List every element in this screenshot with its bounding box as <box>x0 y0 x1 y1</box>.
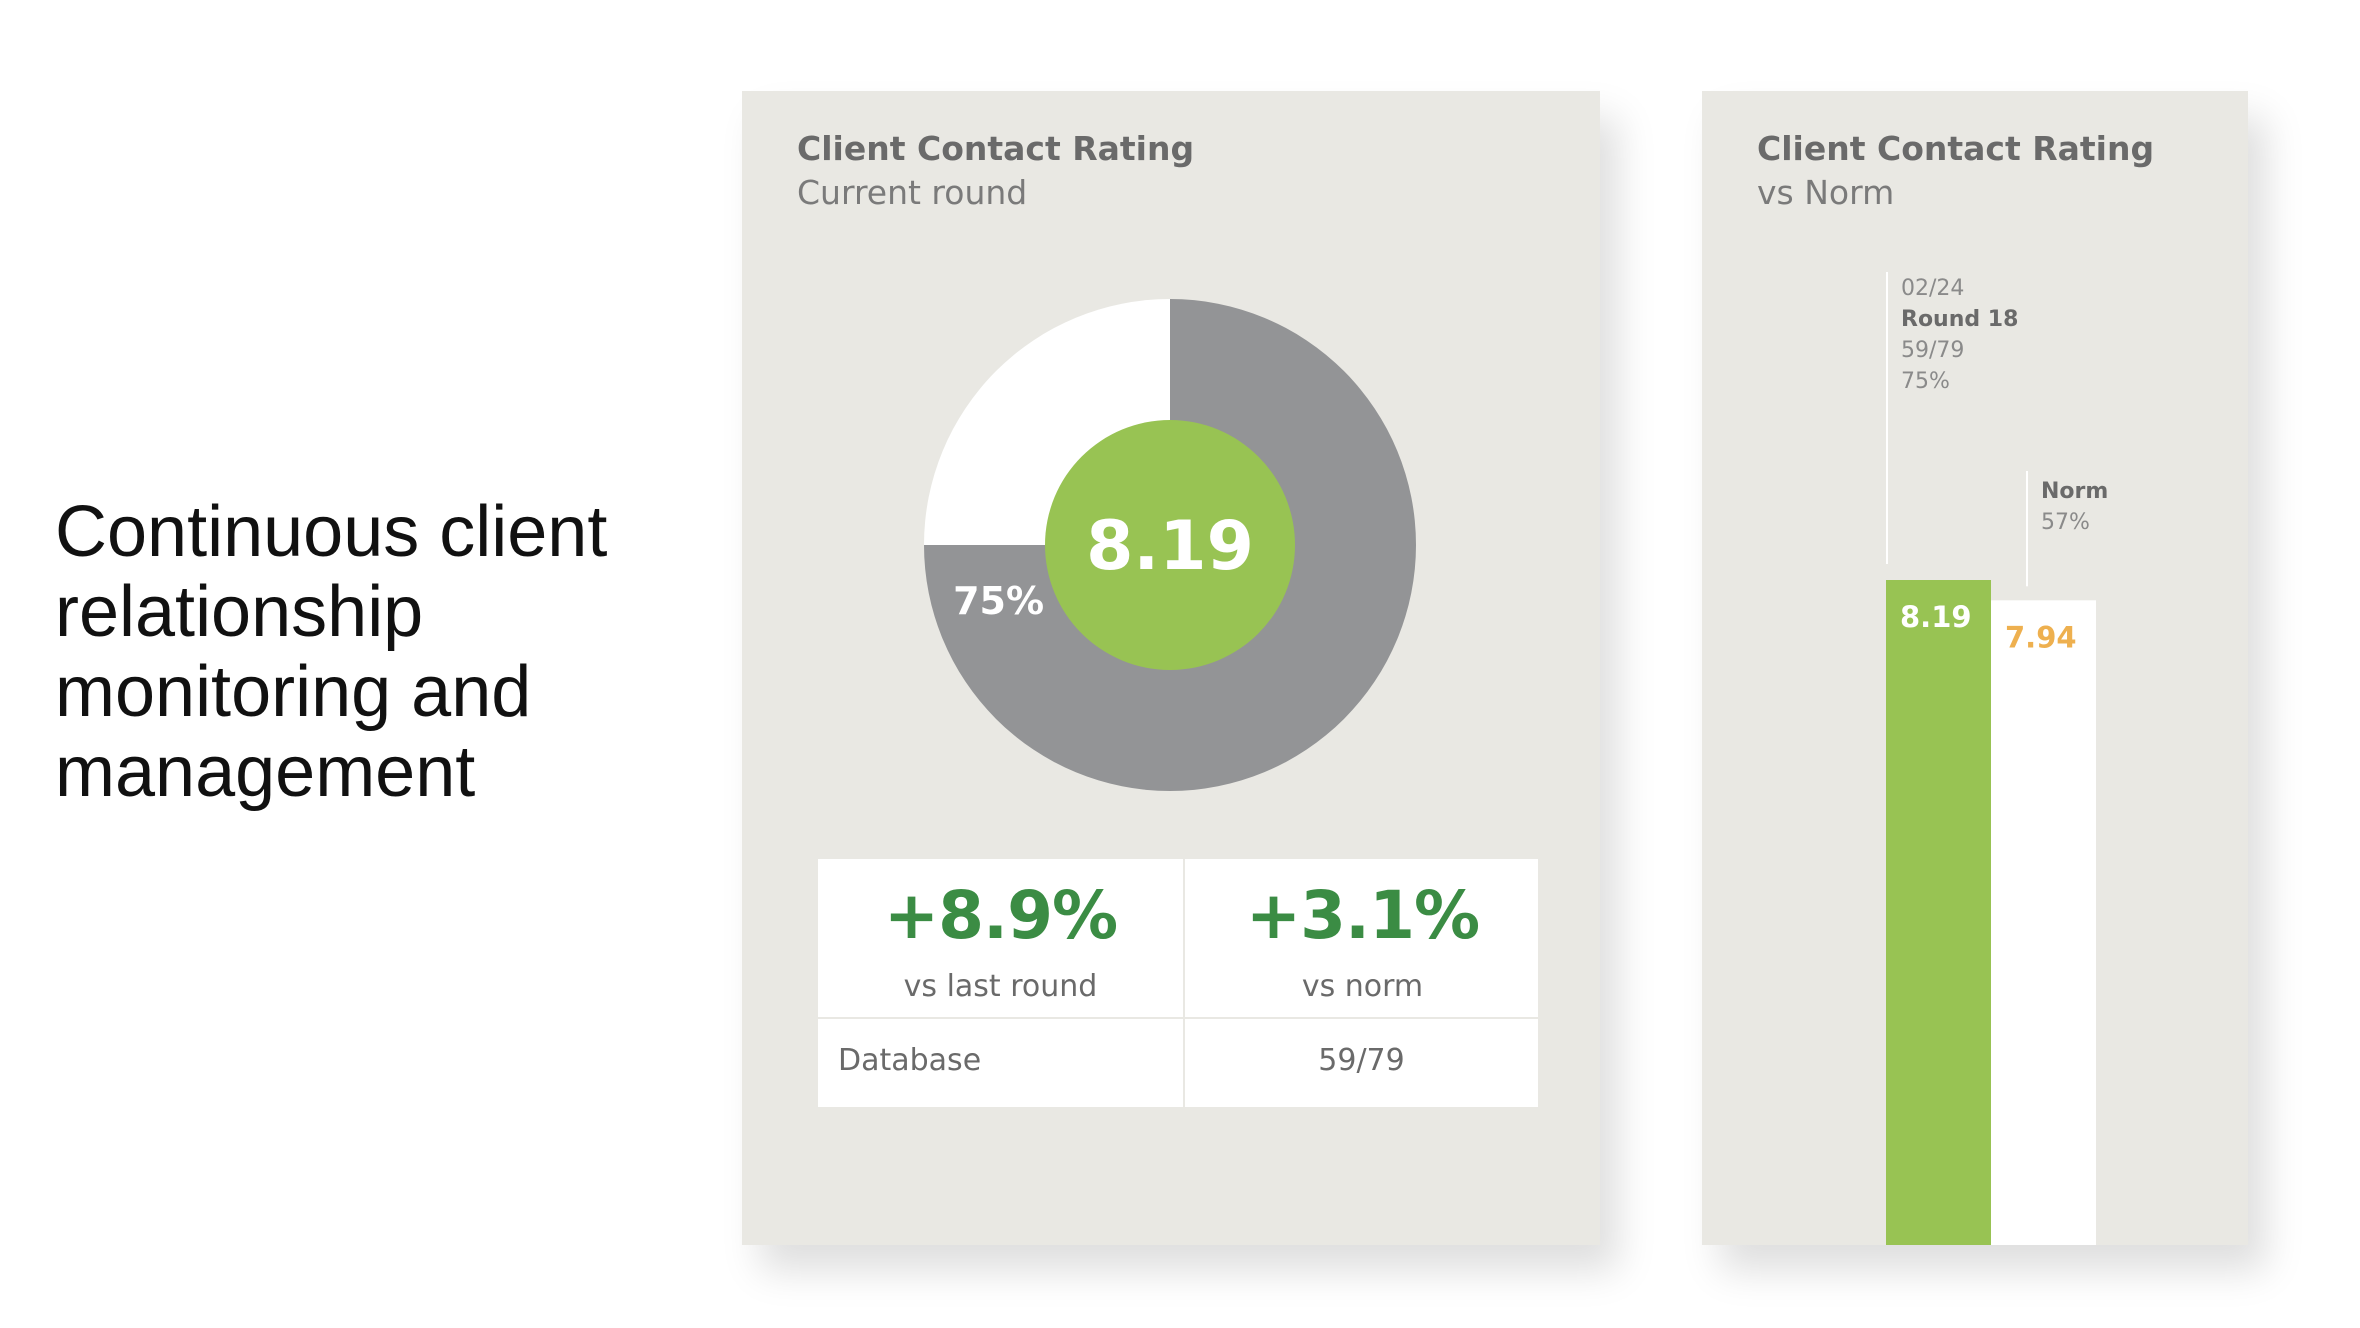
norm-percent-label: 57% <box>2041 510 2090 535</box>
round-percent-label: 75% <box>1901 369 1950 394</box>
database-value: 59/79 <box>1318 1043 1405 1078</box>
bar-chart: 8.19 7.94 02/24 Round 18 59/79 75% Norm … <box>1886 272 2108 1245</box>
donut-slice-label: 75% <box>953 579 1044 623</box>
round-number-label: Round 18 <box>1901 307 2018 332</box>
round-date-label: 02/24 <box>1901 276 1964 301</box>
donut-chart-title: Client Contact Rating <box>797 129 1195 168</box>
stats-table: +8.9% vs last round +3.1% vs norm Databa… <box>818 859 1538 1107</box>
donut-center-value: 8.19 <box>1086 507 1254 586</box>
bar-norm <box>1991 600 2096 1245</box>
stats-divider-vertical <box>1183 859 1185 1107</box>
bar-chart-subtitle: vs Norm <box>1757 173 1895 212</box>
current-round-panel: Client Contact Rating Current round 8.19… <box>742 91 1600 1245</box>
donut-center-circle <box>1045 420 1295 670</box>
vs-norm-label: vs norm <box>1301 969 1424 1004</box>
donut-chart: 8.19 75% <box>924 299 1416 791</box>
database-label: Database <box>838 1043 982 1078</box>
donut-chart-subtitle: Current round <box>797 173 1028 212</box>
stats-divider-horizontal <box>818 1017 1538 1019</box>
bar-value-label-norm: 7.94 <box>2005 620 2077 654</box>
vs-last-round-label: vs last round <box>903 969 1098 1004</box>
bar-value-label-current: 8.19 <box>1900 600 1972 634</box>
headline: Continuous client relationship monitorin… <box>55 492 608 812</box>
vs-last-round-value: +8.9% <box>883 877 1118 954</box>
vs-norm-panel: Client Contact Rating vs Norm 8.19 7.94 … <box>1702 91 2248 1245</box>
vs-norm-value: +3.1% <box>1245 877 1480 954</box>
bar-current-round <box>1886 580 1991 1245</box>
bar-chart-title: Client Contact Rating <box>1757 129 2155 168</box>
round-database-label: 59/79 <box>1901 338 1964 363</box>
norm-title-label: Norm <box>2041 479 2108 504</box>
